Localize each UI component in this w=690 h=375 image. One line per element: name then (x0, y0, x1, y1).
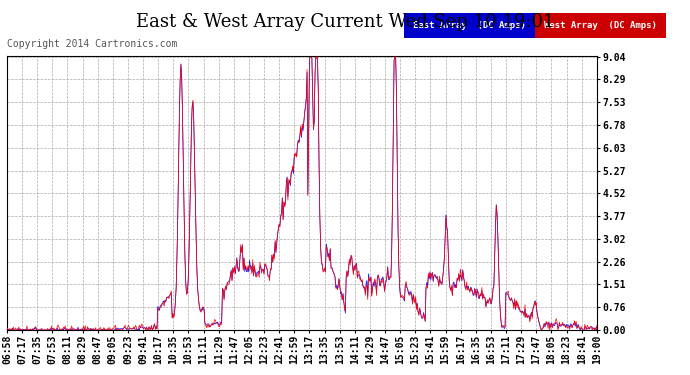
Text: East & West Array Current Wed Sep 10 19:01: East & West Array Current Wed Sep 10 19:… (136, 13, 554, 31)
Text: East Array  (DC Amps): East Array (DC Amps) (413, 21, 526, 30)
Text: West Array  (DC Amps): West Array (DC Amps) (544, 21, 657, 30)
Text: Copyright 2014 Cartronics.com: Copyright 2014 Cartronics.com (7, 39, 177, 50)
